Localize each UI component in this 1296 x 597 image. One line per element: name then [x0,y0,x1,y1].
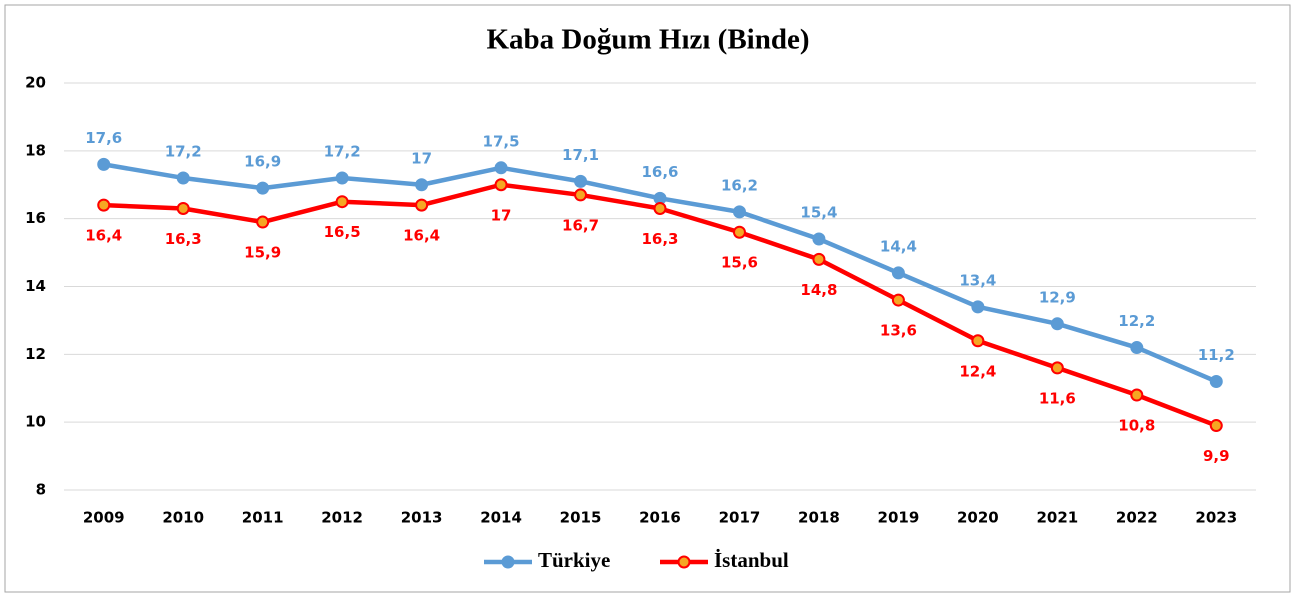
x-tick-label: 2019 [878,509,920,527]
chart-title: Kaba Doğum Hızı (Binde) [486,24,809,56]
legend-marker [501,555,515,569]
point-marker [494,178,508,192]
x-tick-label: 2020 [957,509,999,527]
x-tick-label: 2010 [162,509,204,527]
data-label: 16,3 [641,230,678,248]
data-label: 13,6 [880,322,917,340]
y-tick-label: 8 [36,481,46,499]
x-tick-label: 2013 [401,509,443,527]
x-tick-label: 2014 [480,509,522,527]
data-label: 9,9 [1203,447,1230,465]
point-marker [335,195,349,209]
data-label: 17,2 [165,142,202,160]
point-marker [1050,361,1064,375]
point-marker [256,181,270,195]
data-label: 15,6 [721,254,758,272]
x-tick-label: 2017 [719,509,761,527]
x-tick-label: 2012 [321,509,363,527]
point-marker [494,161,508,175]
data-label: 11,2 [1198,346,1235,364]
point-marker [1130,388,1144,402]
y-tick-label: 18 [25,141,46,159]
x-tick-label: 2022 [1116,509,1158,527]
point-marker [653,201,667,215]
point-marker [415,198,429,212]
point-marker [812,252,826,266]
point-marker [891,266,905,280]
data-label: 16,4 [85,227,122,245]
point-marker [891,293,905,307]
y-tick-label: 14 [25,277,46,295]
point-marker [1130,341,1144,355]
data-label: 17 [491,206,512,224]
y-tick-label: 10 [25,413,46,431]
point-marker [335,171,349,185]
x-tick-label: 2009 [83,509,125,527]
data-label: 17 [411,149,432,167]
y-tick-label: 12 [25,345,46,363]
data-label: 15,4 [800,204,837,222]
data-label: 12,4 [959,362,996,380]
data-label: 16,2 [721,176,758,194]
data-label: 16,4 [403,227,440,245]
point-marker [176,201,190,215]
data-label: 16,5 [324,223,361,241]
legend-label: Türkiye [538,548,610,572]
data-label: 14,8 [800,281,837,299]
data-label: 17,2 [324,142,361,160]
data-label: 12,9 [1039,288,1076,306]
x-tick-label: 2023 [1195,509,1237,527]
x-tick-label: 2016 [639,509,681,527]
chart-border [4,4,1291,593]
point-marker [176,171,190,185]
point-marker [971,300,985,314]
data-label: 17,5 [483,132,520,150]
point-marker [97,157,111,171]
data-label: 17,1 [562,146,599,164]
data-label: 17,6 [85,129,122,147]
y-tick-label: 16 [25,209,46,227]
data-label: 16,3 [165,230,202,248]
data-label: 16,9 [244,153,281,171]
data-label: 16,7 [562,216,599,234]
point-marker [812,232,826,246]
x-tick-label: 2021 [1036,509,1078,527]
point-marker [97,198,111,212]
point-marker [732,205,746,219]
point-marker [971,334,985,348]
point-marker [574,174,588,188]
x-tick-label: 2018 [798,509,840,527]
x-tick-label: 2011 [242,509,284,527]
legend-marker [677,555,691,569]
x-tick-label: 2015 [560,509,602,527]
data-label: 15,9 [244,244,281,262]
point-marker [1050,317,1064,331]
point-marker [1209,419,1223,433]
data-label: 11,6 [1039,389,1076,407]
legend-label: İstanbul [714,548,789,572]
point-marker [1209,374,1223,388]
point-marker [415,178,429,192]
data-label: 10,8 [1118,417,1155,435]
point-marker [256,215,270,229]
y-tick-label: 20 [25,74,46,92]
data-label: 12,2 [1118,312,1155,330]
data-label: 13,4 [959,271,996,289]
data-label: 16,6 [641,163,678,181]
data-label: 14,4 [880,237,917,255]
point-marker [574,188,588,202]
point-marker [732,225,746,239]
